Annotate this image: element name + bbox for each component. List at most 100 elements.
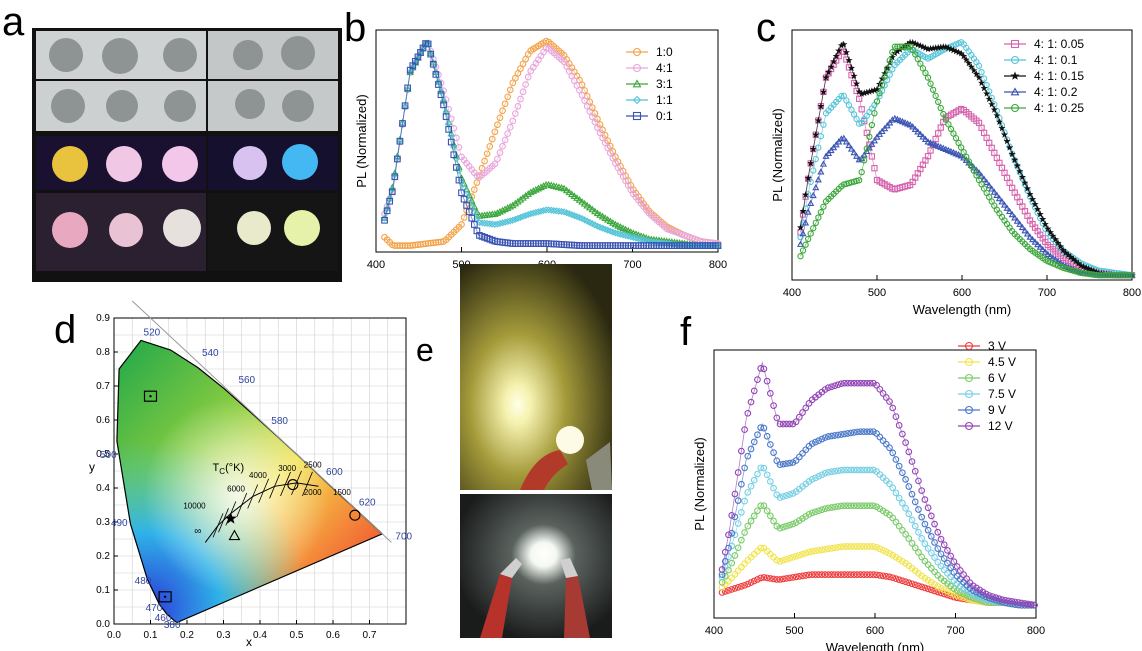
- data-point: [979, 591, 987, 599]
- data-point: [932, 92, 939, 99]
- data-point: [857, 466, 864, 474]
- data-point: [821, 571, 829, 578]
- data-point: [821, 434, 829, 441]
- data-point: [750, 577, 758, 585]
- data-point: [892, 413, 900, 420]
- data-point: [886, 398, 893, 405]
- data-point: [504, 93, 512, 101]
- cct-value: 1500: [333, 488, 351, 497]
- data-point: [776, 524, 784, 532]
- data-point: [831, 503, 839, 511]
- data-point: [980, 75, 988, 82]
- data-point: [542, 44, 550, 52]
- data-point: [453, 164, 460, 171]
- data-point: [831, 544, 839, 552]
- data-point: [795, 551, 803, 559]
- data-point: [550, 206, 558, 215]
- data-point: [767, 575, 774, 582]
- data-point: [860, 379, 868, 387]
- data-point: [848, 64, 855, 72]
- data-point: [815, 144, 822, 151]
- data-point: [857, 428, 864, 436]
- data-point: [834, 381, 842, 389]
- data-point: [824, 68, 833, 76]
- data-point: [731, 552, 739, 559]
- isotherm: [291, 470, 302, 496]
- data-point: [514, 102, 522, 110]
- data-point: [529, 209, 537, 217]
- data-point: [899, 430, 906, 438]
- data-point: [972, 70, 981, 78]
- data-point: [757, 464, 765, 472]
- data-point: [812, 131, 820, 138]
- data-point: [458, 189, 465, 197]
- data-point: [957, 49, 965, 57]
- data-point: [721, 557, 729, 565]
- cie-point: [143, 390, 158, 402]
- data-point: [940, 110, 947, 118]
- chart-c: 400 500 600 700 800 Wavelength (nm) PL (Normal…: [770, 29, 1141, 317]
- data-point: [496, 114, 504, 122]
- data-point: [779, 556, 787, 564]
- legend-entry: 4.5 V: [988, 355, 1016, 369]
- data-point: [909, 123, 917, 130]
- data-point: [919, 65, 927, 72]
- x-tick-label: 0.5: [290, 630, 304, 641]
- legend-marker: [632, 95, 642, 105]
- data-point: [744, 452, 752, 460]
- data-point: [976, 590, 984, 598]
- data-point: [870, 502, 877, 510]
- wavelength-label: 380: [164, 620, 181, 631]
- data-point: [744, 522, 752, 530]
- data-point: [892, 518, 900, 526]
- data-point: [799, 229, 807, 237]
- data-point: [552, 207, 560, 215]
- data-point: [734, 544, 742, 552]
- data-point: [827, 63, 835, 70]
- data-point: [918, 513, 926, 521]
- panel-a: a: [0, 0, 372, 300]
- data-point: [437, 91, 445, 99]
- data-point: [982, 590, 990, 598]
- data-point: [824, 384, 832, 392]
- data-point: [860, 543, 868, 550]
- data-point: [889, 514, 897, 522]
- data-point: [1013, 217, 1021, 224]
- data-point: [501, 205, 509, 213]
- data-point: [834, 571, 842, 578]
- data-point: [947, 589, 955, 597]
- data-point: [494, 155, 501, 163]
- data-point: [965, 158, 972, 165]
- legend-marker: [964, 389, 974, 399]
- data-point: [747, 398, 755, 406]
- data-point: [853, 466, 861, 474]
- data-point: [921, 496, 929, 503]
- data-point: [870, 428, 877, 436]
- data-point: [783, 492, 790, 499]
- data-point: [821, 545, 829, 553]
- data-point: [899, 526, 906, 534]
- legend-entry: 0:1: [656, 109, 673, 123]
- data-point: [983, 89, 991, 97]
- data-point: [812, 508, 819, 516]
- data-point: [394, 155, 401, 163]
- data-point: [815, 571, 822, 578]
- data-point: [975, 62, 983, 69]
- y-tick-label: 0.3: [96, 517, 110, 528]
- data-point: [944, 587, 951, 595]
- data-point: [895, 421, 903, 429]
- data-point: [586, 203, 594, 211]
- data-point: [921, 584, 929, 592]
- data-point: [818, 506, 826, 514]
- legend-marker: [964, 405, 974, 415]
- data-point: [539, 182, 548, 189]
- x-tick-label: 800: [709, 259, 727, 271]
- data-point: [478, 219, 486, 227]
- data-point: [847, 466, 855, 474]
- data-point: [837, 466, 845, 474]
- data-point: [731, 531, 739, 539]
- isotherm: [280, 471, 291, 497]
- y-axis-label: PL (Normalized): [692, 437, 707, 530]
- data-point: [853, 177, 860, 185]
- data-point: [818, 471, 826, 479]
